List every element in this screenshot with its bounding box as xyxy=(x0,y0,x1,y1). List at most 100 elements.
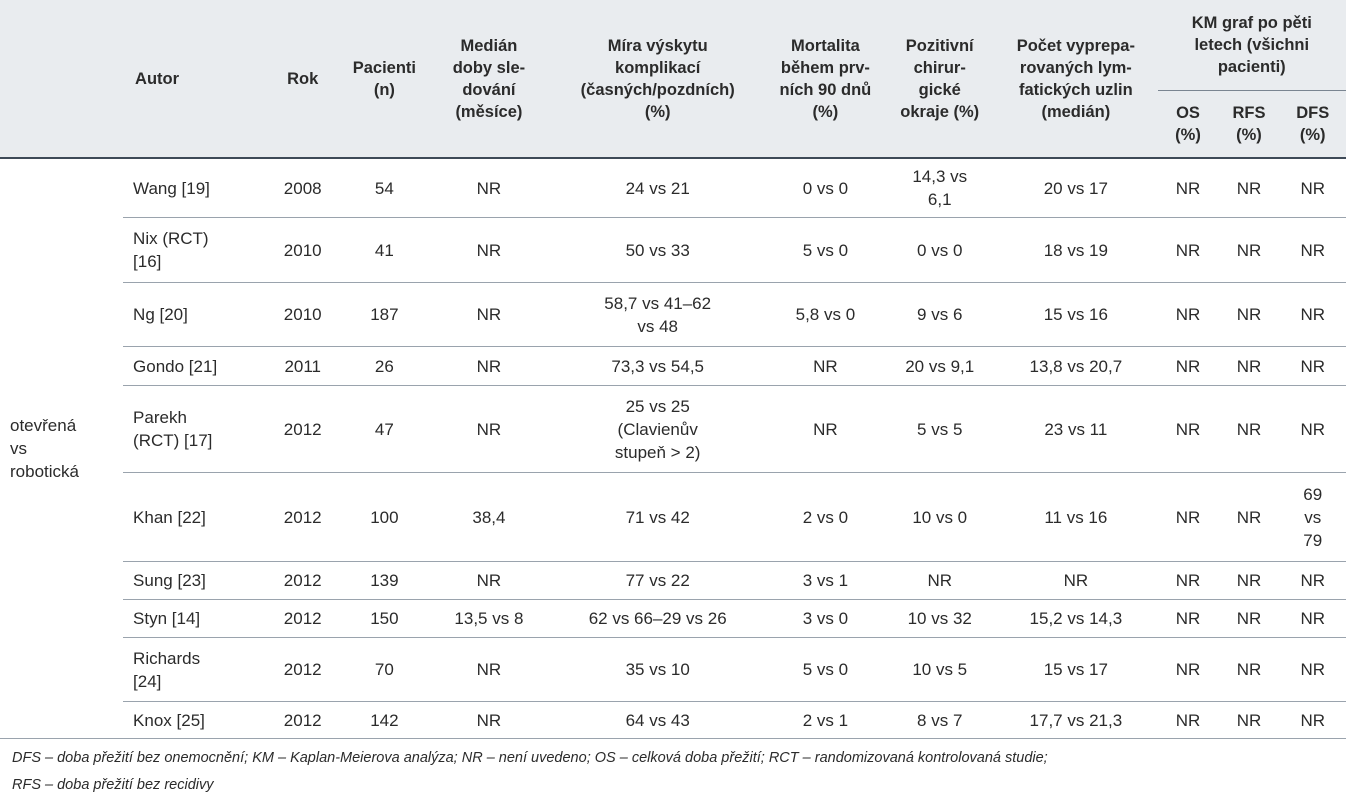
cell-pocet: 20 vs 17 xyxy=(994,158,1158,218)
cell-rfs: NR xyxy=(1218,282,1280,347)
cell-mira: 50 vs 33 xyxy=(549,217,766,283)
cell-autor: Nix (RCT) [16] xyxy=(123,217,265,283)
cell-autor: Styn [14] xyxy=(123,599,265,638)
cell-median: NR xyxy=(427,385,550,473)
header-mortalita: Mortalita během prv-ních 90 dnů (%) xyxy=(765,0,886,159)
cell-mortalita: 3 vs 1 xyxy=(765,561,886,600)
cell-median: 13,5 vs 8 xyxy=(427,599,550,638)
cell-rok: 2011 xyxy=(264,346,341,386)
cell-rok: 2012 xyxy=(264,561,341,600)
cell-mortalita: 3 vs 0 xyxy=(765,599,886,638)
cell-mira: 73,3 vs 54,5 xyxy=(549,346,766,386)
header-mira: Míra výskytu komplikací (časných/pozdních)… xyxy=(549,0,766,159)
cell-pacienti: 139 xyxy=(340,561,428,600)
cell-pacienti: 26 xyxy=(340,346,428,386)
cell-pacienti: 150 xyxy=(340,599,428,638)
cell-rok: 2010 xyxy=(264,282,341,347)
cell-os: NR xyxy=(1157,158,1219,218)
cell-rok: 2012 xyxy=(264,472,341,562)
cell-dfs: NR xyxy=(1279,637,1346,702)
cell-rok: 2012 xyxy=(264,385,341,473)
table-row: otevřená vs robotická Wang [19] 2008 54 NR 24 v… xyxy=(0,158,1346,739)
cell-pocet: 11 vs 16 xyxy=(994,472,1158,562)
cell-rfs: NR xyxy=(1218,599,1280,638)
header-median: Medián doby sle-dování (měsíce) xyxy=(427,0,550,159)
cell-pozitivni: 10 vs 5 xyxy=(885,637,995,702)
cell-rfs: NR xyxy=(1218,472,1280,562)
cell-mira: 35 vs 10 xyxy=(549,637,766,702)
cell-pozitivni: 10 vs 0 xyxy=(885,472,995,562)
cell-mira: 71 vs 42 xyxy=(549,472,766,562)
header-rfs: RFS (%) xyxy=(1218,90,1280,159)
cell-median: NR xyxy=(427,217,550,283)
table-row: Parekh (RCT) [17] 2012 47 NR 25 vs 25 (Clavien… xyxy=(0,385,1346,473)
cell-autor: Sung [23] xyxy=(123,561,265,600)
cell-pozitivni: NR xyxy=(885,561,995,600)
cell-os: NR xyxy=(1157,282,1219,347)
cell-autor: Wang [19] xyxy=(123,158,265,218)
group-label: otevřená vs robotická xyxy=(0,158,124,739)
cell-mortalita: 2 vs 0 xyxy=(765,472,886,562)
cell-dfs: NR xyxy=(1279,385,1346,473)
header-km: KM graf po pěti letech (všichni pacienti) xyxy=(1157,0,1346,91)
cell-autor: Knox [25] xyxy=(123,701,265,739)
header-pozitivni: Pozitivní chirur-gické okraje (%) xyxy=(885,0,995,159)
cell-pacienti: 41 xyxy=(340,217,428,283)
cell-rfs: NR xyxy=(1218,385,1280,473)
cell-rok: 2012 xyxy=(264,701,341,739)
cell-rok: 2008 xyxy=(264,158,341,218)
cell-autor: Khan [22] xyxy=(123,472,265,562)
cell-rfs: NR xyxy=(1218,217,1280,283)
cell-autor: Parekh (RCT) [17] xyxy=(123,385,265,473)
cell-dfs: NR xyxy=(1279,346,1346,386)
cell-median: 38,4 xyxy=(427,472,550,562)
cell-autor: Richards [24] xyxy=(123,637,265,702)
cell-dfs: NR xyxy=(1279,282,1346,347)
cell-mira: 58,7 vs 41–62 vs 48 xyxy=(549,282,766,347)
cell-dfs: 69 vs 79 xyxy=(1279,472,1346,562)
table-row: Sung [23] 2012 139 NR 77 vs 22 3 vs 1 NR NR NR NR… xyxy=(0,561,1346,600)
cell-os: NR xyxy=(1157,599,1219,638)
cell-mira: 77 vs 22 xyxy=(549,561,766,600)
cell-median: NR xyxy=(427,346,550,386)
cell-pocet: 15 vs 16 xyxy=(994,282,1158,347)
cell-os: NR xyxy=(1157,472,1219,562)
cell-pocet: 17,7 vs 21,3 xyxy=(994,701,1158,739)
cell-mortalita: 0 vs 0 xyxy=(765,158,886,218)
cell-pocet: 23 vs 11 xyxy=(994,385,1158,473)
cell-os: NR xyxy=(1157,701,1219,739)
table-header: Autor Rok Pacienti (n) Medián doby sle-dov… xyxy=(0,0,1346,159)
cell-median: NR xyxy=(427,282,550,347)
table-row: Gondo [21] 2011 26 NR 73,3 vs 54,5 NR 20 vs 9,… xyxy=(0,346,1346,386)
cell-mira: 64 vs 43 xyxy=(549,701,766,739)
cell-rok: 2012 xyxy=(264,637,341,702)
cell-pozitivni: 20 vs 9,1 xyxy=(885,346,995,386)
cell-pocet: 15,2 vs 14,3 xyxy=(994,599,1158,638)
cell-median: NR xyxy=(427,158,550,218)
cell-mortalita: NR xyxy=(765,385,886,473)
cell-dfs: NR xyxy=(1279,158,1346,218)
cell-pozitivni: 14,3 vs 6,1 xyxy=(885,158,995,218)
cell-pocet: 18 vs 19 xyxy=(994,217,1158,283)
cell-pacienti: 142 xyxy=(340,701,428,739)
cell-rfs: NR xyxy=(1218,346,1280,386)
cell-rfs: NR xyxy=(1218,637,1280,702)
cell-pocet: 13,8 vs 20,7 xyxy=(994,346,1158,386)
comparison-table: Autor Rok Pacienti (n) Medián doby sle-dov… xyxy=(0,0,1346,739)
cell-dfs: NR xyxy=(1279,217,1346,283)
cell-rok: 2012 xyxy=(264,599,341,638)
header-rok: Rok xyxy=(264,0,341,159)
cell-mortalita: 2 vs 1 xyxy=(765,701,886,739)
cell-pacienti: 100 xyxy=(340,472,428,562)
table-row: Richards [24] 2012 70 NR 35 vs 10 5 vs 0 10 vs … xyxy=(0,637,1346,702)
cell-dfs: NR xyxy=(1279,561,1346,600)
cell-median: NR xyxy=(427,637,550,702)
header-group-blank xyxy=(0,0,124,159)
cell-pacienti: 187 xyxy=(340,282,428,347)
table-row: Styn [14] 2012 150 13,5 vs 8 62 vs 66–29 vs … xyxy=(0,599,1346,638)
cell-mira: 25 vs 25 (Clavienův stupeň > 2) xyxy=(549,385,766,473)
cell-os: NR xyxy=(1157,217,1219,283)
cell-autor: Ng [20] xyxy=(123,282,265,347)
cell-dfs: NR xyxy=(1279,599,1346,638)
